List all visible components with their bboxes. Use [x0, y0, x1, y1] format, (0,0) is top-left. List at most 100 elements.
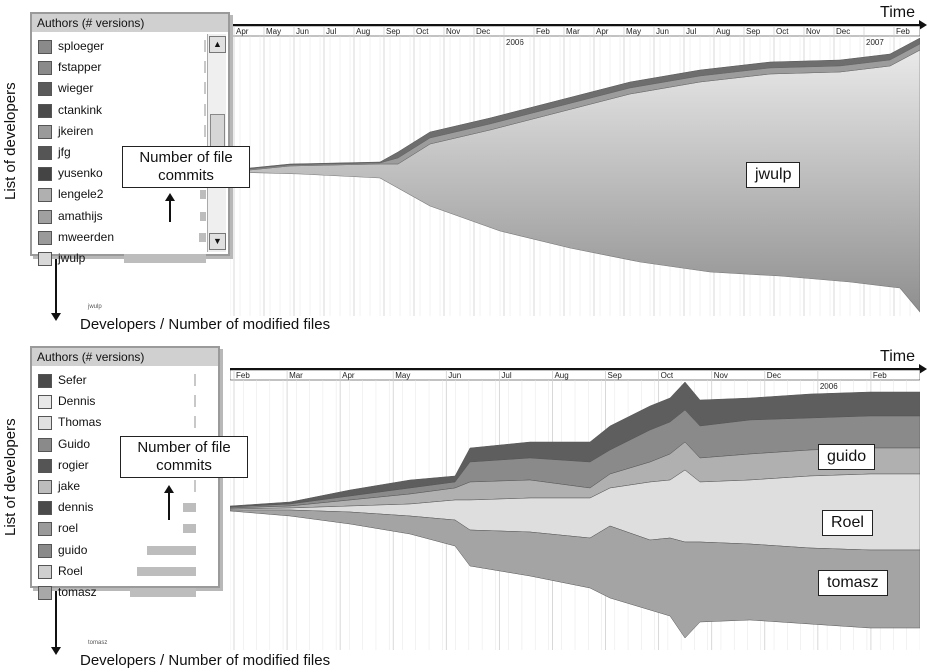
time-axis-band — [230, 26, 920, 37]
commit-bar — [124, 254, 206, 263]
author-swatch — [38, 230, 52, 245]
commit-bar — [200, 190, 206, 200]
author-row[interactable]: Dennis — [36, 390, 196, 412]
month-tick: Oct — [416, 27, 429, 36]
authors-legend: Authors (# versions) sploeger fstapper wie… — [30, 12, 230, 266]
month-tick: Aug — [356, 27, 370, 36]
author-name: ctankink — [58, 102, 103, 117]
author-name: dennis — [58, 500, 94, 515]
month-tick: 2006 — [506, 38, 524, 47]
author-row[interactable]: Roel — [36, 560, 196, 582]
commit-bar — [204, 40, 206, 52]
commits-callout: Number of file commits — [122, 146, 250, 188]
month-tick: Sep — [386, 27, 401, 36]
commit-bar — [204, 103, 206, 116]
commit-bar — [130, 588, 196, 597]
stream-other-authors — [230, 43, 920, 173]
author-swatch — [38, 252, 52, 266]
scrollbar[interactable]: ▲ ▼ — [207, 34, 226, 252]
time-axis-arrow — [230, 20, 927, 30]
month-tick: Sep — [746, 27, 761, 36]
author-name: jfg — [58, 145, 71, 159]
scroll-up-button[interactable]: ▲ — [209, 36, 226, 53]
stream-tomasz — [230, 509, 920, 639]
author-row[interactable]: lengele2 — [36, 183, 206, 205]
callout-arrow — [165, 193, 175, 222]
stream-label-jwulp: jwulp — [746, 162, 801, 188]
month-tick: Jul — [501, 371, 511, 380]
author-swatch — [38, 458, 52, 473]
author-name: fstapper — [58, 60, 102, 75]
stream-label-guido: guido — [818, 444, 876, 470]
author-row[interactable]: jwulp — [36, 247, 206, 269]
author-row[interactable]: sploeger — [36, 35, 206, 57]
author-swatch — [38, 209, 52, 224]
month-tick: Feb — [536, 27, 550, 36]
axis-caption: Developers / Number of modified files — [80, 652, 331, 669]
author-name: jkeiren — [58, 123, 94, 138]
commit-bar — [204, 82, 206, 95]
author-row[interactable]: roel — [36, 517, 196, 539]
month-tick: Oct — [776, 27, 789, 36]
author-row[interactable]: wieger — [36, 77, 206, 99]
author-row[interactable]: mweerden — [36, 226, 206, 248]
developers-axis-arrow — [51, 588, 61, 655]
author-row[interactable]: Sefer — [36, 369, 196, 391]
month-tick: Aug — [716, 27, 730, 36]
author-row[interactable]: jake — [36, 475, 196, 497]
author-row[interactable]: guido — [36, 539, 196, 561]
streamgraph: Feb Mar Apr May Jun Jul Aug Sep Oct Nov Dec 2006 Feb — [230, 370, 920, 650]
author-swatch — [38, 40, 52, 54]
author-name: lengele2 — [58, 187, 104, 202]
author-row[interactable]: amathijs — [36, 205, 206, 227]
month-tick: Jun — [656, 27, 669, 36]
author-swatch — [38, 564, 52, 579]
commit-bar — [200, 211, 206, 221]
stream-label-tomasz: tomasz — [818, 570, 888, 596]
callout-arrow — [164, 485, 174, 520]
author-swatch — [38, 188, 52, 203]
author-name: Thomas — [58, 415, 102, 430]
stream-jwulp — [230, 49, 920, 313]
author-swatch — [38, 522, 52, 537]
author-name: wieger — [58, 81, 94, 96]
month-tick: Feb — [896, 27, 910, 36]
author-row[interactable]: tomasz — [36, 581, 196, 603]
author-name: sploeger — [58, 39, 105, 53]
month-tick: Apr — [236, 27, 249, 36]
month-tick: Sep — [608, 371, 623, 380]
commit-bar — [204, 124, 206, 137]
author-swatch — [38, 480, 52, 494]
author-row[interactable]: yusenko — [36, 162, 206, 184]
author-swatch — [38, 103, 52, 118]
time-axis-arrow — [230, 364, 927, 374]
month-tick: 2007 — [866, 38, 884, 47]
month-tick: May — [266, 27, 281, 36]
month-tick: Dec — [767, 371, 781, 380]
month-tick: Nov — [806, 27, 820, 36]
author-swatch — [38, 501, 52, 516]
author-swatch — [38, 586, 52, 600]
month-tick: Dec — [836, 27, 850, 36]
commit-bar — [182, 503, 196, 513]
author-row[interactable]: dennis — [36, 496, 196, 518]
author-row[interactable]: ctankink — [36, 99, 206, 121]
commit-bar — [194, 395, 196, 408]
month-tick: Mar — [566, 27, 580, 36]
stream-label-roel: Roel — [822, 510, 873, 536]
author-swatch — [38, 416, 52, 431]
author-swatch — [38, 374, 52, 388]
authors-list: sploeger fstapper wieger ctankink jkeiren jfg… — [32, 32, 228, 266]
month-tick: Nov — [714, 371, 728, 380]
month-tick: 2006 — [820, 382, 838, 391]
scroll-down-button[interactable]: ▼ — [209, 233, 226, 250]
author-name: guido — [58, 542, 88, 557]
author-row[interactable]: fstapper — [36, 56, 206, 78]
author-row[interactable]: jkeiren — [36, 120, 206, 142]
time-axis-band — [230, 370, 920, 381]
small-author-label: tomasz — [88, 640, 108, 646]
month-tick: Dec — [476, 27, 490, 36]
author-row[interactable]: jfg — [36, 141, 206, 163]
author-name: mweerden — [58, 229, 115, 244]
author-row[interactable]: Thomas — [36, 411, 196, 433]
